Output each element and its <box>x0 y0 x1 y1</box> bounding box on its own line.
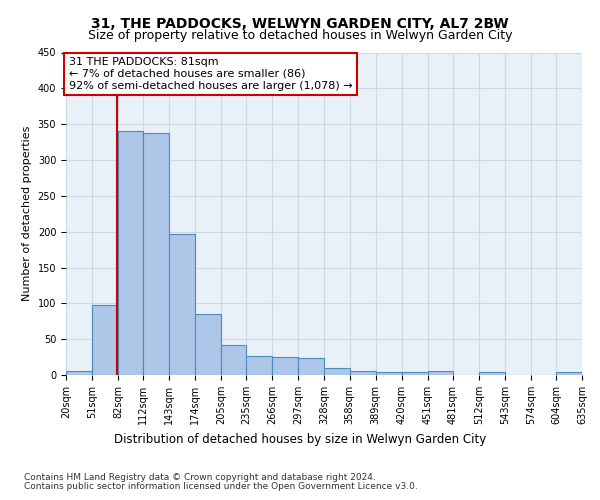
Bar <box>118 132 143 375</box>
Bar <box>169 234 195 375</box>
Bar <box>143 134 169 375</box>
Text: Size of property relative to detached houses in Welwyn Garden City: Size of property relative to detached ho… <box>88 28 512 42</box>
Bar <box>195 314 221 375</box>
Bar <box>556 372 582 375</box>
Bar <box>376 372 401 375</box>
Bar <box>247 356 272 375</box>
Bar <box>272 357 298 375</box>
Text: Distribution of detached houses by size in Welwyn Garden City: Distribution of detached houses by size … <box>114 432 486 446</box>
Bar <box>298 358 325 375</box>
Text: 31, THE PADDOCKS, WELWYN GARDEN CITY, AL7 2BW: 31, THE PADDOCKS, WELWYN GARDEN CITY, AL… <box>91 18 509 32</box>
Bar <box>428 370 453 375</box>
Bar <box>66 370 92 375</box>
Text: Contains public sector information licensed under the Open Government Licence v3: Contains public sector information licen… <box>24 482 418 491</box>
Bar <box>92 305 118 375</box>
Bar <box>221 345 247 375</box>
Y-axis label: Number of detached properties: Number of detached properties <box>22 126 32 302</box>
Text: 31 THE PADDOCKS: 81sqm
← 7% of detached houses are smaller (86)
92% of semi-deta: 31 THE PADDOCKS: 81sqm ← 7% of detached … <box>68 58 352 90</box>
Bar <box>401 372 428 375</box>
Bar <box>479 372 505 375</box>
Bar <box>325 368 350 375</box>
Text: Contains HM Land Registry data © Crown copyright and database right 2024.: Contains HM Land Registry data © Crown c… <box>24 472 376 482</box>
Bar <box>350 370 376 375</box>
